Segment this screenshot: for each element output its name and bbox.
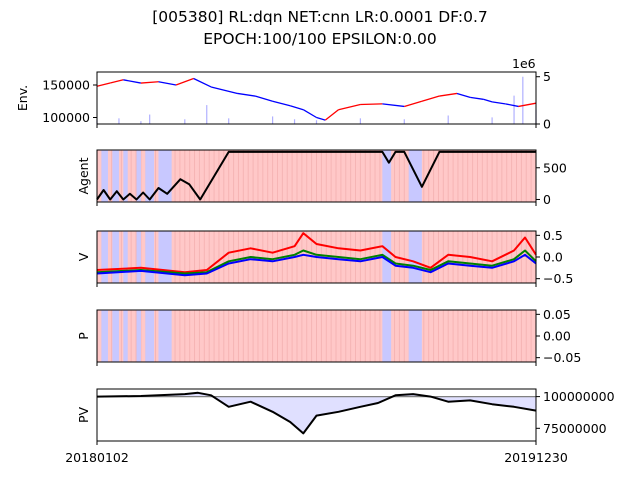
buy-band-agent-4 xyxy=(145,150,155,202)
buy-band-p-1 xyxy=(112,310,119,362)
price-segment xyxy=(254,95,273,102)
pv-frame xyxy=(96,388,537,442)
buy-band-agent-2 xyxy=(123,150,128,202)
buy-band-v-4 xyxy=(145,231,155,283)
x-end-label: 20191230 xyxy=(504,450,568,465)
price-segment xyxy=(382,103,405,108)
chart-title-line-2: EPOCH:100/100 EPSILON:0.00 xyxy=(203,30,437,48)
pv-line xyxy=(96,391,537,435)
price-segment xyxy=(518,102,537,108)
price-segment xyxy=(404,100,423,108)
agent-ytick-label: 0 xyxy=(543,192,551,207)
price-segment xyxy=(505,103,519,108)
pv-ytick-label: 75000000 xyxy=(543,421,607,436)
price-segment xyxy=(96,82,111,87)
buy-band-agent-5 xyxy=(158,150,172,202)
price-segment xyxy=(110,79,124,84)
x-start-label: 20180102 xyxy=(65,450,129,465)
price-segment xyxy=(123,79,142,84)
v-series-1 xyxy=(96,249,537,275)
agent-line xyxy=(96,150,536,201)
price-segment xyxy=(289,105,304,111)
price-segment xyxy=(324,109,339,121)
v-ytick-label: 0.0 xyxy=(543,250,563,265)
buy-band-p-0 xyxy=(101,310,108,362)
agent-ylabel: Agent xyxy=(76,157,91,194)
buy-band-v-3 xyxy=(136,231,141,283)
pv-ytick-label: 100000000 xyxy=(543,389,615,404)
price-segment xyxy=(302,109,317,119)
buy-band-agent-1 xyxy=(112,150,119,202)
buy-band-agent-0 xyxy=(101,150,108,202)
buy-band-agent-7 xyxy=(408,150,422,202)
v-series-0 xyxy=(96,232,537,274)
env-ylabel: Env. xyxy=(15,85,30,111)
buy-band-p-4 xyxy=(145,310,155,362)
v-ytick-label: 0.5 xyxy=(543,228,563,243)
price-segment xyxy=(140,81,159,84)
buy-band-v-2 xyxy=(123,231,128,283)
price-segment xyxy=(470,96,484,100)
price-segment xyxy=(175,77,194,86)
v-ylabel: V xyxy=(76,252,91,261)
buy-band-p-2 xyxy=(123,310,128,362)
p-ytick-label: 0.05 xyxy=(543,307,571,322)
chart-title-line-1: [005380] RL:dqn NET:cnn LR:0.0001 DF:0.7 xyxy=(152,8,488,26)
price-segment xyxy=(237,92,256,97)
buy-band-p-5 xyxy=(158,310,172,362)
env-ytick-label: 100000 xyxy=(42,110,90,125)
env-ytick-label: 150000 xyxy=(42,78,90,93)
price-segment xyxy=(439,92,458,97)
agent-ytick-label: 500 xyxy=(543,160,567,175)
price-segment xyxy=(210,86,238,95)
price-segment xyxy=(158,81,177,86)
pv-ylabel: PV xyxy=(76,407,91,424)
volume-offset-label: 1e6 xyxy=(512,56,536,71)
price-segment xyxy=(360,103,383,106)
buy-band-p-3 xyxy=(136,310,141,362)
buy-band-v-5 xyxy=(158,231,172,283)
v-ytick-label: −0.5 xyxy=(543,271,573,286)
volume-ytick-label: 0 xyxy=(543,117,551,132)
price-segment xyxy=(456,92,471,98)
v-series-2 xyxy=(96,253,537,277)
p-ytick-label: 0.00 xyxy=(543,329,571,344)
buy-band-v-7 xyxy=(408,231,422,283)
price-segment xyxy=(272,100,291,107)
buy-band-agent-6 xyxy=(382,150,392,202)
price-segment xyxy=(193,77,212,88)
price-segment xyxy=(483,98,493,103)
volume-ytick-label: 5 xyxy=(543,69,551,84)
p-ytick-label: −0.05 xyxy=(543,350,581,365)
p-ylabel: P xyxy=(76,332,91,340)
price-segment xyxy=(492,101,506,105)
price-segment xyxy=(316,116,326,121)
pv-fill xyxy=(97,392,536,434)
buy-band-v-1 xyxy=(112,231,119,283)
env-frame xyxy=(96,71,537,125)
agent-frame xyxy=(96,149,537,203)
price-segment xyxy=(338,103,361,111)
price-segment xyxy=(421,95,440,102)
buy-band-agent-3 xyxy=(136,150,141,202)
buy-band-p-6 xyxy=(382,310,392,362)
buy-band-v-0 xyxy=(101,231,108,283)
buy-band-p-7 xyxy=(408,310,422,362)
